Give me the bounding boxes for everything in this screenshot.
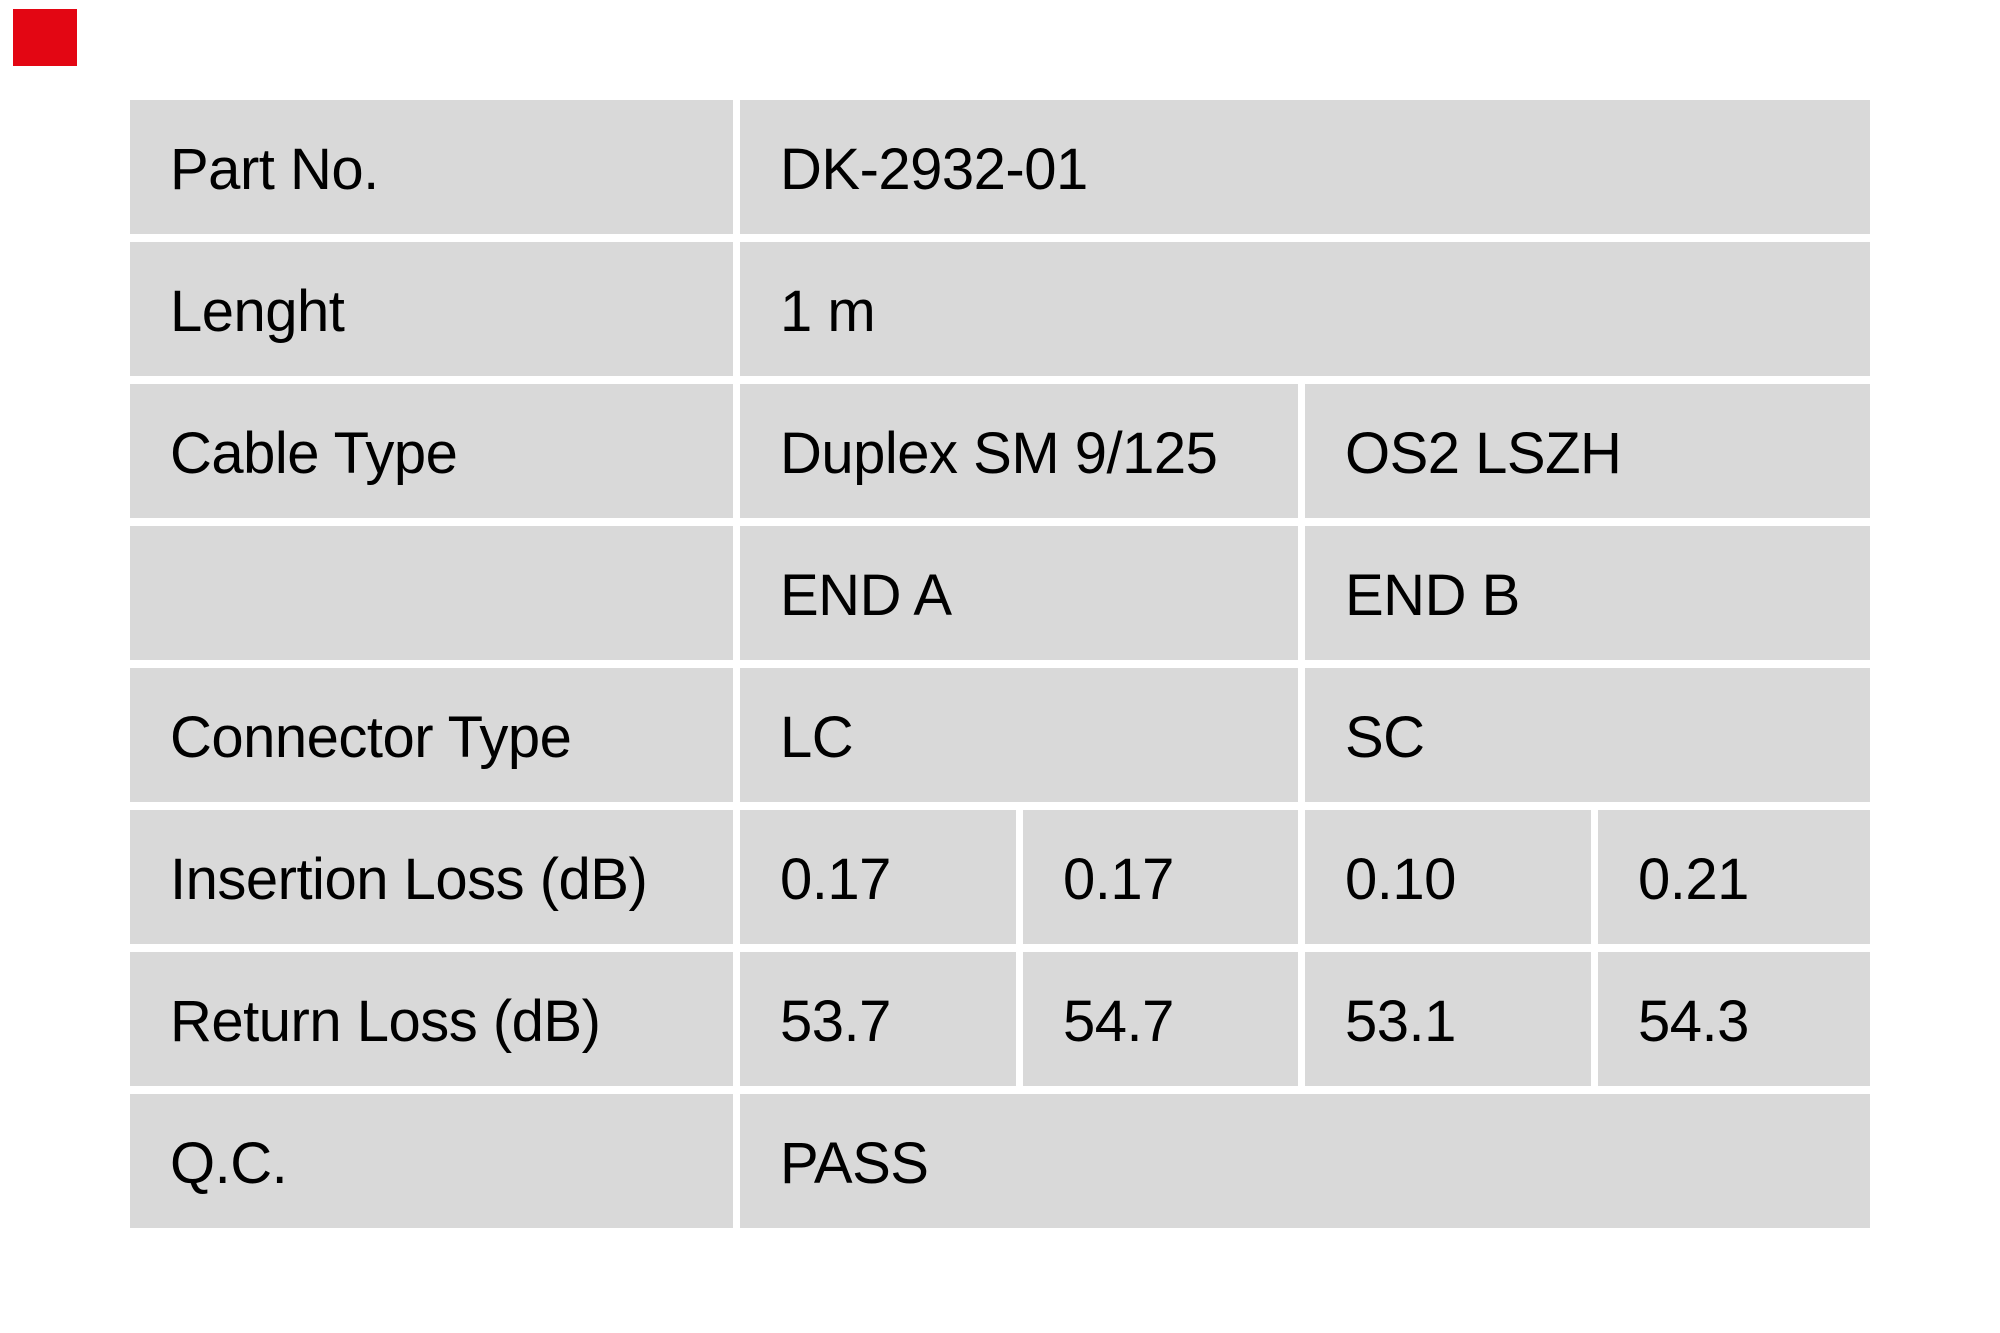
table-row-qc: Q.C. PASS — [130, 1094, 1870, 1228]
cell-ends-empty-label — [130, 526, 733, 660]
cell-connector-type-end-a: LC — [740, 668, 1298, 802]
cell-return-loss-label: Return Loss (dB) — [130, 952, 733, 1086]
cell-insertion-loss-label: Insertion Loss (dB) — [130, 810, 733, 944]
cell-insertion-loss-end-b-2: 0.21 — [1598, 810, 1870, 944]
cell-return-loss-end-a-1: 53.7 — [740, 952, 1016, 1086]
cell-qc-value: PASS — [740, 1094, 1870, 1228]
cell-insertion-loss-end-b-1: 0.10 — [1305, 810, 1591, 944]
cell-return-loss-end-b-1: 53.1 — [1305, 952, 1591, 1086]
cell-return-loss-end-b-2: 54.3 — [1598, 952, 1870, 1086]
cell-insertion-loss-end-a-2: 0.17 — [1023, 810, 1298, 944]
cell-part-no-label: Part No. — [130, 100, 733, 234]
table-row-insertion-loss: Insertion Loss (dB) 0.17 0.17 0.10 0.21 — [130, 810, 1870, 944]
table-row-ends-header: END A END B — [130, 526, 1870, 660]
table-row-connector-type: Connector Type LC SC — [130, 668, 1870, 802]
cell-return-loss-end-a-2: 54.7 — [1023, 952, 1298, 1086]
table-row-return-loss: Return Loss (dB) 53.7 54.7 53.1 54.3 — [130, 952, 1870, 1086]
table-row-length: Lenght 1 m — [130, 242, 1870, 376]
cell-connector-type-label: Connector Type — [130, 668, 733, 802]
cell-cable-type-value-2: OS2 LSZH — [1305, 384, 1870, 518]
cell-length-label: Lenght — [130, 242, 733, 376]
cell-cable-type-label: Cable Type — [130, 384, 733, 518]
cell-insertion-loss-end-a-1: 0.17 — [740, 810, 1016, 944]
cell-part-no-value: DK-2932-01 — [740, 100, 1870, 234]
cell-connector-type-end-b: SC — [1305, 668, 1870, 802]
cell-end-a-header: END A — [740, 526, 1298, 660]
table-row-cable-type: Cable Type Duplex SM 9/125 OS2 LSZH — [130, 384, 1870, 518]
cell-end-b-header: END B — [1305, 526, 1870, 660]
spec-table: Part No. DK-2932-01 Lenght 1 m Cable Typ… — [130, 100, 1870, 1228]
cell-cable-type-value-1: Duplex SM 9/125 — [740, 384, 1298, 518]
table-row-part-no: Part No. DK-2932-01 — [130, 100, 1870, 234]
cell-qc-label: Q.C. — [130, 1094, 733, 1228]
brand-red-square-logo — [13, 9, 77, 66]
cell-length-value: 1 m — [740, 242, 1870, 376]
